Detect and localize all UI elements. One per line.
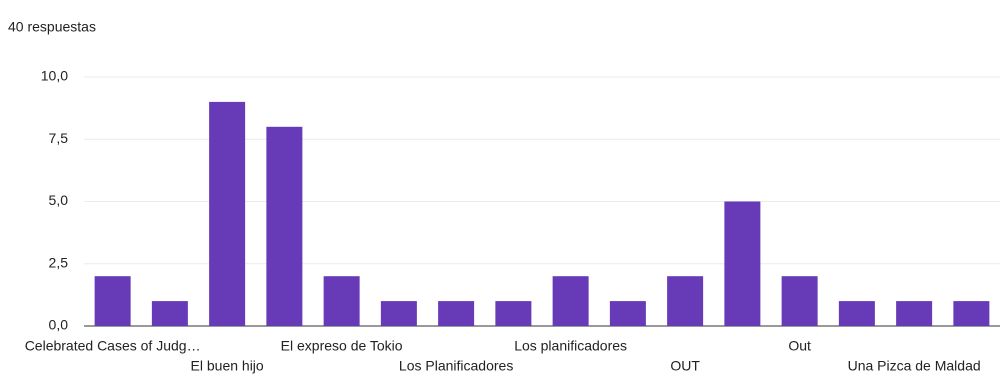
bar: [151, 301, 188, 326]
x-tick-label: Los planificadores: [514, 338, 627, 354]
bar: [209, 101, 246, 327]
bar: [896, 301, 933, 326]
bar: [438, 301, 475, 326]
y-tick-label: 10,0: [41, 68, 68, 84]
bar: [724, 201, 761, 326]
x-tick-label: El buen hijo: [191, 358, 264, 374]
chart-subtitle: 40 respuestas: [8, 19, 96, 35]
bar: [94, 276, 131, 326]
bar: [838, 301, 875, 326]
x-tick-label: Una Pizca de Maldad: [848, 358, 981, 374]
y-tick-label: 5,0: [49, 192, 69, 208]
bar: [266, 126, 303, 326]
y-tick-label: 2,5: [49, 254, 69, 270]
y-tick-label: 7,5: [49, 130, 69, 146]
bar: [609, 301, 646, 326]
bar: [781, 276, 818, 326]
bar: [953, 301, 990, 326]
x-tick-label: OUT: [670, 358, 700, 374]
x-tick-label: Out: [788, 338, 811, 354]
bar: [552, 276, 589, 326]
y-tick-label: 0,0: [49, 317, 69, 333]
bar: [667, 276, 704, 326]
x-tick-label: Los Planificadores: [399, 358, 513, 374]
bar: [380, 301, 417, 326]
bar: [495, 301, 532, 326]
x-tick-label: Celebrated Cases of Judg…: [25, 338, 201, 354]
x-tick-label: El expreso de Tokio: [281, 338, 403, 354]
bar: [323, 276, 360, 326]
